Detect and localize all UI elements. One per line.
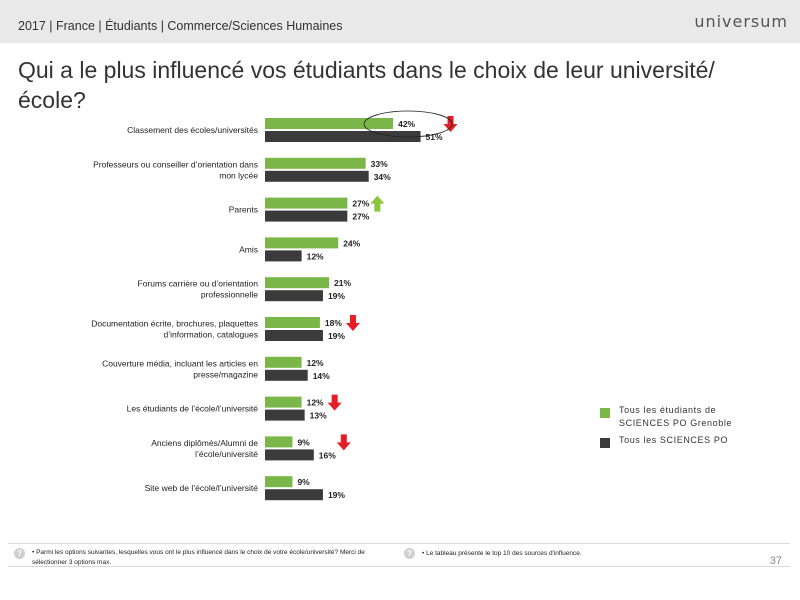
bar-series-2 <box>265 489 323 501</box>
data-label-series-2: 19% <box>328 331 345 341</box>
data-label-series-1: 27% <box>352 199 369 209</box>
universum-logo: universum <box>694 12 788 31</box>
bar-series-2 <box>265 369 308 381</box>
category-label: Classement des écoles/universités <box>127 125 258 135</box>
category-label: Professeurs ou conseiller d’orientation … <box>93 159 258 180</box>
bar-series-2 <box>265 409 305 421</box>
bar-series-1 <box>265 237 339 249</box>
bar-series-1 <box>265 277 330 289</box>
bar-series-2 <box>265 330 323 341</box>
legend: Tous les étudiants de SCIENCES PO Grenob… <box>600 404 750 451</box>
trend-down-arrow-icon <box>336 434 351 451</box>
bar-series-1 <box>265 476 293 488</box>
data-label-series-2: 14% <box>313 371 330 381</box>
legend-label-series-2: Tous les SCIENCES PO <box>619 435 729 445</box>
category-label: Forums carrière ou d’orientation professi… <box>138 279 259 300</box>
trend-down-arrow-icon <box>345 315 360 331</box>
footer-divider <box>8 543 790 544</box>
bar-series-2 <box>265 290 323 302</box>
highlight-ellipse <box>363 110 453 138</box>
trend-down-arrow-icon <box>327 394 342 411</box>
data-label-series-1: 33% <box>371 159 388 169</box>
data-label-series-1: 9% <box>297 477 310 487</box>
trend-up-arrow-icon <box>370 195 385 212</box>
data-label-series-2: 16% <box>319 450 336 460</box>
category-label: Parents <box>229 205 258 215</box>
bar-series-2 <box>265 250 302 262</box>
bar-series-1 <box>265 436 293 448</box>
bar-series-2 <box>265 170 369 182</box>
bar-series-1 <box>265 197 348 209</box>
bar-series-1 <box>265 157 366 169</box>
bar-chart: Classement des écoles/universités 42% 51% P… <box>91 110 458 501</box>
category-label: Site web de l’école/l’université <box>145 483 259 493</box>
page-number: 37 <box>769 555 782 567</box>
data-label-series-2: 19% <box>328 291 345 301</box>
data-label-series-1: 21% <box>334 278 351 288</box>
data-label-series-2: 27% <box>352 212 369 222</box>
legend-item-series-2: Tous les SCIENCES PO <box>600 434 750 448</box>
data-label-series-1: 24% <box>343 238 360 248</box>
data-label-series-1: 12% <box>307 358 324 368</box>
bar-series-2 <box>265 131 421 142</box>
data-label-series-2: 19% <box>328 490 345 500</box>
breadcrumb: 2017 | France | Étudiants | Commerce/Sci… <box>18 19 343 33</box>
bar-series-1 <box>265 317 320 328</box>
bar-series-1 <box>265 118 394 129</box>
category-label: Couverture média, incluant les articles … <box>102 358 258 379</box>
data-label-series-1: 18% <box>325 318 342 328</box>
trend-down-arrow-icon <box>443 116 458 132</box>
footnote-top10: • Le tableau présente le top 10 des sour… <box>422 550 582 557</box>
legend-label-series-1: Tous les étudiants de SCIENCES PO Grenob… <box>619 405 733 428</box>
header-bar: 2017 | France | Étudiants | Commerce/Sci… <box>0 0 800 43</box>
bar-series-2 <box>265 449 314 461</box>
bar-series-1 <box>265 396 302 408</box>
footnote-question: • Parmi les options suivantes, lesquelle… <box>32 549 365 566</box>
bar-series-2 <box>265 210 348 222</box>
page-title: Qui a le plus influencé vos étudiants da… <box>18 57 715 113</box>
data-label-series-2: 51% <box>426 132 443 142</box>
legend-swatch-series-1 <box>600 408 610 418</box>
footer-divider-bottom <box>8 566 790 567</box>
data-label-series-1: 42% <box>398 119 415 129</box>
data-label-series-2: 12% <box>307 251 324 261</box>
category-label: Anciens diplômés/Alumni de l’école/univer… <box>151 438 258 459</box>
info-question-icon: ? <box>14 548 25 559</box>
data-label-series-2: 34% <box>374 172 391 182</box>
category-label: Amis <box>239 244 258 254</box>
category-label: Documentation écrite, brochures, plaquet… <box>91 319 258 340</box>
data-label-series-1: 12% <box>307 398 324 408</box>
data-label-series-1: 9% <box>297 437 310 447</box>
legend-item-series-1: Tous les étudiants de SCIENCES PO Grenob… <box>600 404 750 430</box>
bar-series-1 <box>265 356 302 368</box>
info-question-icon: ? <box>404 548 415 559</box>
data-label-series-2: 13% <box>310 411 327 421</box>
category-label: Les étudiants de l’école/l’université <box>127 404 259 414</box>
legend-swatch-series-2 <box>600 438 610 448</box>
